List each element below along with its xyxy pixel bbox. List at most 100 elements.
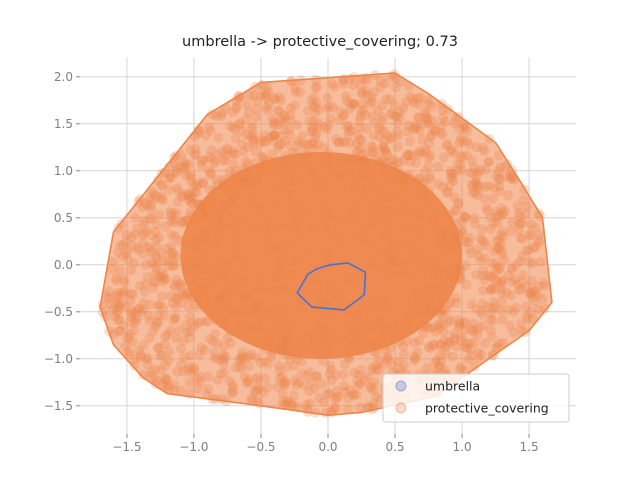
scatter-point [279, 124, 290, 135]
scatter-point [249, 304, 260, 315]
scatter-point [155, 194, 166, 205]
scatter-point [486, 308, 497, 319]
scatter-point [487, 193, 498, 204]
scatter-point [334, 137, 344, 148]
scatter-point [377, 231, 388, 242]
scatter-point [378, 144, 388, 155]
scatter-point [355, 79, 366, 90]
scatter-point [344, 384, 355, 395]
scatter-point [152, 252, 163, 263]
scatter-point [333, 137, 344, 148]
scatter-point [374, 131, 385, 142]
scatter-point [160, 274, 171, 285]
scatter-point [270, 199, 281, 210]
scatter-point [238, 146, 249, 157]
scatter-point [213, 292, 224, 303]
scatter-point [471, 142, 482, 153]
scatter-point [257, 338, 268, 349]
scatter-point [447, 246, 458, 257]
scatter-point [323, 119, 334, 130]
scatter-point [169, 260, 180, 271]
scatter-point [491, 262, 502, 273]
scatter-point [492, 342, 503, 353]
scatter-point [339, 109, 350, 120]
scatter-point [212, 354, 223, 365]
scatter-point [477, 270, 488, 281]
scatter-point [366, 93, 377, 104]
scatter-point [238, 272, 249, 283]
scatter-point [241, 325, 252, 336]
scatter-point [288, 390, 299, 401]
scatter-point [457, 228, 468, 238]
scatter-point [494, 338, 505, 349]
scatter-point [525, 307, 536, 318]
scatter-point [237, 353, 248, 364]
scatter-point [351, 311, 362, 322]
y-tick-label: 0.5 [54, 211, 73, 225]
scatter-point [164, 384, 175, 395]
scatter-point [353, 315, 364, 326]
scatter-point [146, 246, 157, 257]
scatter-point [359, 273, 369, 284]
scatter-point [339, 386, 350, 397]
scatter-point [246, 349, 257, 360]
scatter-point [310, 74, 321, 85]
scatter-point [308, 92, 319, 103]
scatter-point [263, 86, 274, 97]
scatter-point [253, 299, 264, 310]
scatter-point [425, 171, 436, 182]
scatter-point [512, 201, 523, 212]
scatter-point [200, 228, 211, 239]
scatter-point [487, 315, 498, 326]
scatter-point [403, 169, 414, 180]
scatter-point [204, 165, 215, 176]
scatter-point [517, 233, 528, 244]
scatter-point [105, 299, 116, 310]
scatter-point [324, 276, 335, 287]
scatter-point [252, 175, 263, 186]
scatter-point [127, 337, 138, 348]
scatter-point [411, 247, 422, 258]
scatter-point [518, 194, 529, 205]
scatter-point [389, 100, 400, 111]
scatter-point [464, 338, 475, 349]
scatter-point [253, 384, 264, 395]
scatter-point [351, 328, 362, 339]
scatter-point [414, 253, 425, 264]
scatter-point [383, 354, 394, 365]
scatter-point [514, 218, 525, 229]
scatter-point [310, 82, 321, 93]
scatter-point [255, 357, 266, 368]
scatter-point [218, 155, 229, 166]
scatter-point [132, 242, 143, 253]
scatter-point [496, 239, 506, 250]
scatter-point [166, 210, 177, 221]
scatter-point [435, 309, 446, 320]
scatter-point [372, 215, 383, 226]
scatter-point [496, 246, 507, 256]
scatter-point [257, 273, 268, 283]
scatter-point [409, 286, 420, 296]
scatter-point [437, 309, 448, 320]
scatter-point [280, 377, 291, 388]
scatter-point [448, 168, 458, 179]
scatter-point [451, 165, 462, 176]
scatter-point [500, 161, 511, 172]
scatter-point [448, 175, 459, 186]
scatter-point [367, 362, 378, 373]
scatter-point [251, 395, 262, 406]
scatter-point [181, 159, 192, 170]
scatter-point [383, 248, 393, 259]
scatter-point [174, 325, 185, 336]
scatter-point [518, 217, 528, 228]
scatter-point [260, 162, 271, 173]
scatter-point [212, 214, 223, 225]
scatter-point [384, 134, 395, 145]
scatter-point [119, 286, 130, 297]
scatter-point [513, 225, 524, 236]
scatter-point [424, 296, 435, 307]
scatter-point [380, 78, 391, 89]
scatter-point [368, 146, 379, 157]
scatter-point [416, 178, 427, 189]
scatter-point [203, 371, 213, 382]
